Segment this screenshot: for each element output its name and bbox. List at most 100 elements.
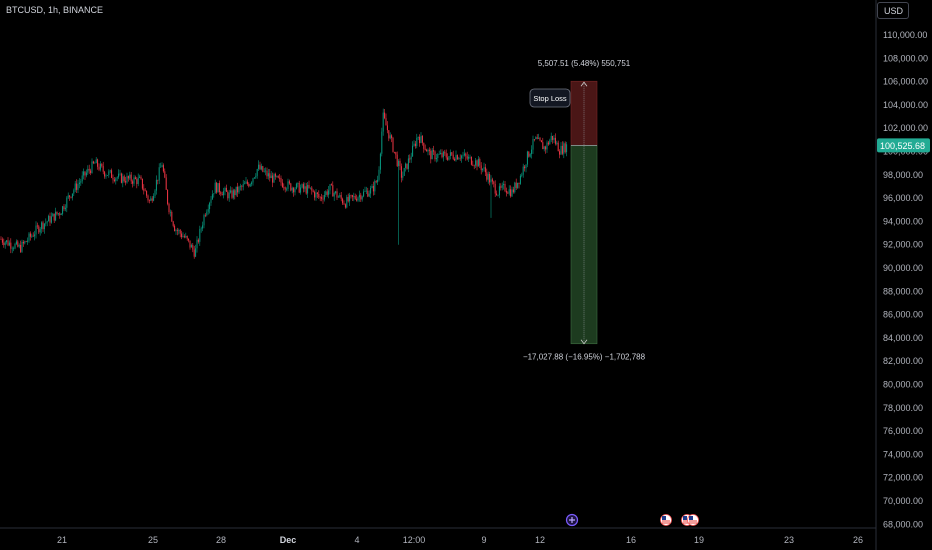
candle-body (304, 186, 306, 189)
candle-body (113, 179, 115, 182)
candle-body (245, 181, 247, 184)
candle-body (333, 193, 335, 197)
candle-body (428, 149, 430, 151)
candle-body (500, 186, 502, 188)
candle-body (43, 223, 45, 230)
candle-body (0, 238, 2, 240)
candle-body (132, 181, 134, 184)
candle-body (251, 182, 253, 185)
price-axis[interactable]: 110,000.00 108,000.00 106,000.00 104,000.00… (877, 30, 930, 529)
candle-body (239, 186, 241, 187)
currency-button[interactable]: USD (877, 2, 909, 19)
candle-body (371, 185, 373, 189)
time-tick-label: 16 (626, 535, 636, 545)
candle-body (29, 233, 31, 237)
candle-body (350, 195, 352, 196)
candle-body (561, 145, 563, 154)
us-flag-icon[interactable] (687, 514, 699, 526)
candle-body (357, 197, 359, 201)
candle-body (494, 184, 496, 194)
candle-body (52, 213, 54, 217)
candle-body (305, 186, 307, 194)
candle-body (536, 137, 538, 139)
candle-body (13, 248, 15, 250)
candle-body (283, 187, 285, 188)
candle-body (231, 190, 233, 198)
candle-body (63, 206, 65, 210)
time-axis[interactable]: 21 25 28 Dec 4 12:00 9 12 16 19 23 26 (57, 535, 863, 545)
candle-body (34, 234, 36, 237)
candle-body (115, 178, 117, 182)
arrow-up-icon (580, 81, 588, 87)
candle-body (4, 242, 6, 246)
candle-body (402, 175, 404, 178)
candle-body (84, 171, 86, 176)
candle-body (123, 176, 125, 182)
price-tick-label: 92,000.00 (883, 240, 923, 250)
candle-body (444, 151, 446, 154)
candle-body (336, 191, 338, 198)
short-position-tool[interactable]: 5,507.51 (5.48%) 550,751 −17,027.88 (−16.… (523, 59, 646, 362)
candle-body (181, 233, 183, 238)
candle-body (392, 137, 394, 152)
candle-body (480, 165, 482, 171)
candle-body (122, 176, 124, 183)
candle-body (339, 195, 341, 197)
candle-body (17, 241, 19, 247)
candle-body (255, 175, 257, 178)
price-tick-label: 86,000.00 (883, 310, 923, 320)
candle-body (529, 154, 531, 157)
candle-body (556, 142, 558, 144)
price-tick-label: 84,000.00 (883, 333, 923, 343)
candle-body (137, 177, 139, 185)
candle-body (3, 242, 5, 246)
candle-body (178, 230, 180, 232)
candle-body (435, 157, 437, 160)
candle-body (246, 181, 248, 184)
candle-body (109, 170, 111, 172)
candle-body (330, 184, 332, 186)
candle-body (493, 181, 495, 185)
candle-body (524, 166, 526, 169)
candle-body (512, 189, 514, 193)
candle-body (35, 225, 37, 235)
candle-body (347, 196, 349, 202)
candle-body (27, 240, 29, 242)
candle-body (553, 137, 555, 140)
time-tick-label: 12:00 (403, 535, 426, 545)
candle-body (430, 150, 432, 160)
candle-body (46, 221, 48, 223)
candle-body (111, 170, 113, 178)
candle-body (11, 248, 13, 250)
candle-body (154, 190, 156, 197)
candle-body (153, 196, 155, 201)
candle-body (482, 168, 484, 171)
candle-body (197, 239, 199, 242)
candle-body (566, 144, 568, 153)
candle-body (293, 187, 295, 193)
candle-body (419, 136, 421, 143)
candle-body (106, 175, 108, 176)
event-markers[interactable] (565, 513, 699, 527)
candle-body (475, 160, 477, 166)
time-tick-label: 12 (535, 535, 545, 545)
time-tick-label: 25 (148, 535, 158, 545)
candle-body (276, 175, 278, 177)
candle-body (433, 150, 435, 152)
candle-body (269, 173, 271, 179)
candle-body (479, 159, 481, 166)
candle-body (337, 196, 339, 198)
candle-body (377, 179, 379, 183)
candle-body (161, 165, 163, 168)
candle-body (365, 190, 367, 192)
candle-body (97, 159, 99, 167)
candle-body (340, 195, 342, 199)
candle-body (448, 156, 450, 160)
candle-body (504, 184, 506, 191)
us-flag-icon[interactable] (660, 514, 672, 526)
candle-body (206, 211, 208, 216)
candle-body (452, 154, 454, 159)
price-tick-label: 82,000.00 (883, 356, 923, 366)
candle-body (514, 182, 516, 193)
